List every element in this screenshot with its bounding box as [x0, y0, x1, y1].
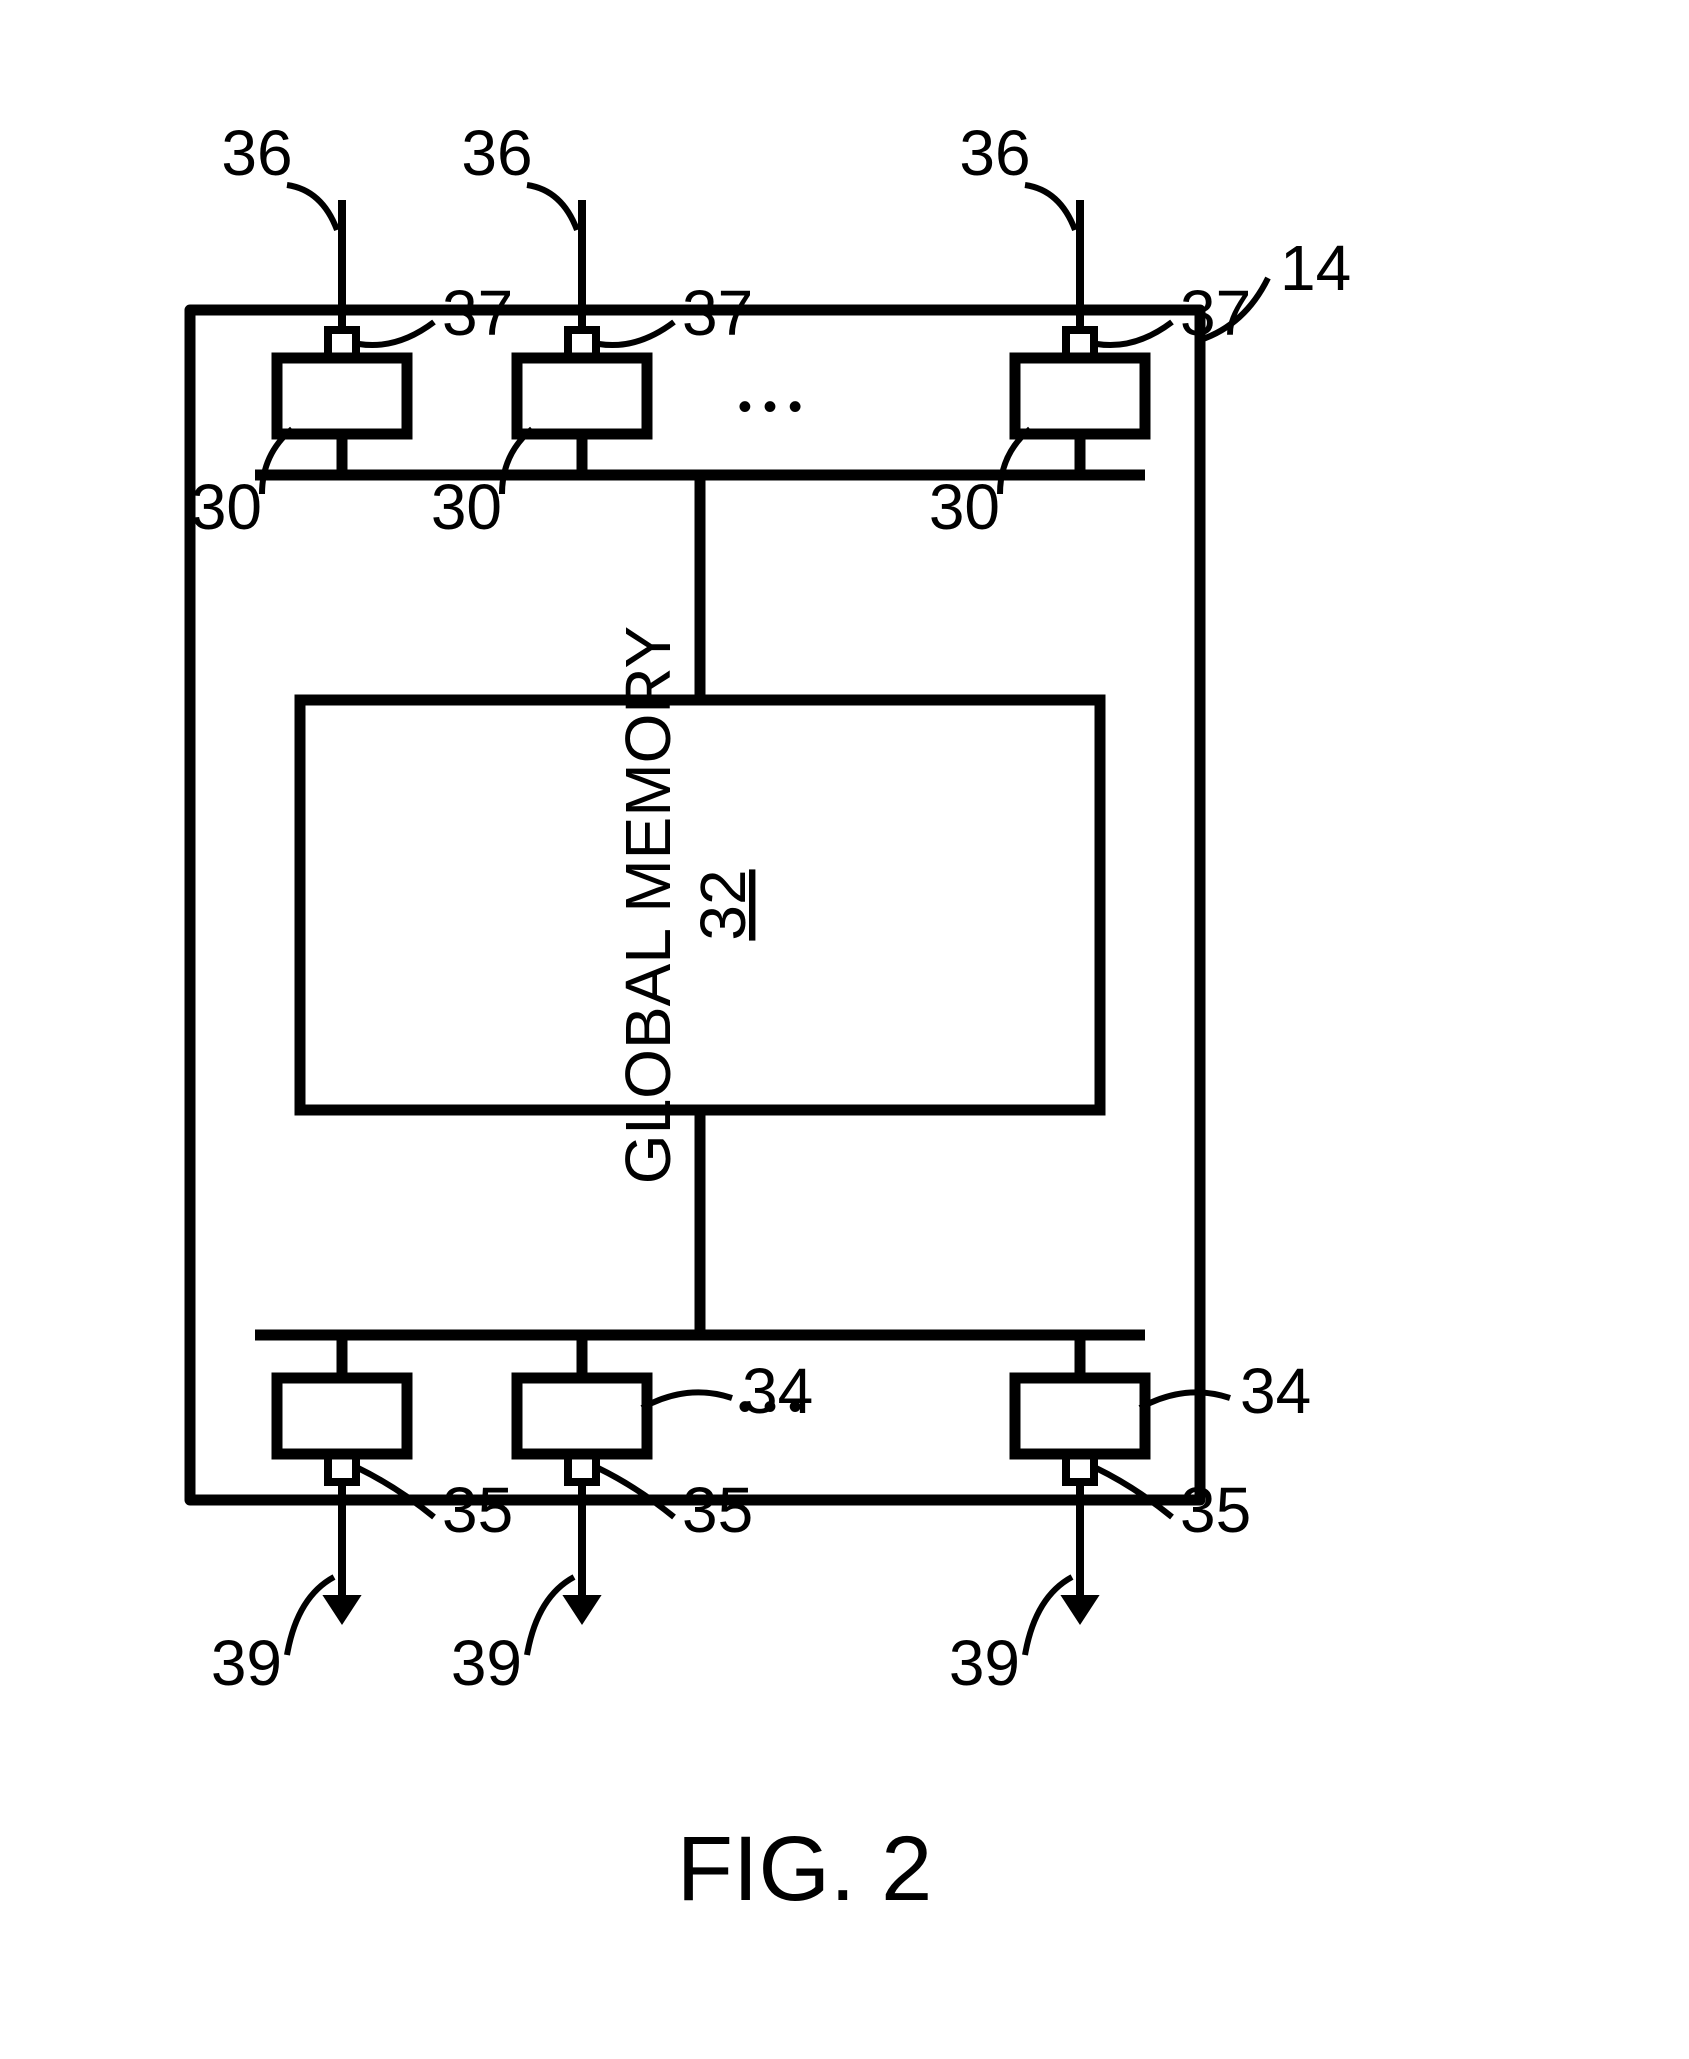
label-system: 14 — [1280, 232, 1351, 304]
arrowhead-icon — [1060, 1595, 1099, 1625]
label-35: 35 — [682, 1474, 753, 1546]
label-36: 36 — [221, 117, 292, 189]
top-module — [517, 358, 647, 434]
bottom-module — [517, 1378, 647, 1454]
bottom-module — [277, 1378, 407, 1454]
label-36: 36 — [959, 117, 1030, 189]
label-30: 30 — [929, 471, 1000, 543]
label-30: 30 — [431, 471, 502, 543]
arrowhead-icon — [322, 1595, 361, 1625]
label-37: 37 — [682, 277, 753, 349]
figure-caption: FIG. 2 — [677, 1818, 933, 1920]
svg-text:GLOBAL MEMORY: GLOBAL MEMORY — [612, 626, 684, 1184]
top-module — [1015, 358, 1145, 434]
label-36: 36 — [461, 117, 532, 189]
label-34: 34 — [742, 1355, 813, 1427]
top-module — [277, 358, 407, 434]
label-35: 35 — [442, 1474, 513, 1546]
bottom-module — [1015, 1378, 1145, 1454]
label-39: 39 — [949, 1627, 1020, 1699]
global-memory-label: GLOBAL MEMORY32 — [612, 626, 759, 1184]
svg-text:32: 32 — [687, 869, 759, 940]
arrowhead-icon — [562, 1595, 601, 1625]
label-39: 39 — [451, 1627, 522, 1699]
label-34: 34 — [1240, 1355, 1311, 1427]
label-37: 37 — [1180, 277, 1251, 349]
label-39: 39 — [211, 1627, 282, 1699]
label-30: 30 — [191, 471, 262, 543]
ellipsis-top: • • • — [738, 385, 802, 429]
label-35: 35 — [1180, 1474, 1251, 1546]
label-37: 37 — [442, 277, 513, 349]
